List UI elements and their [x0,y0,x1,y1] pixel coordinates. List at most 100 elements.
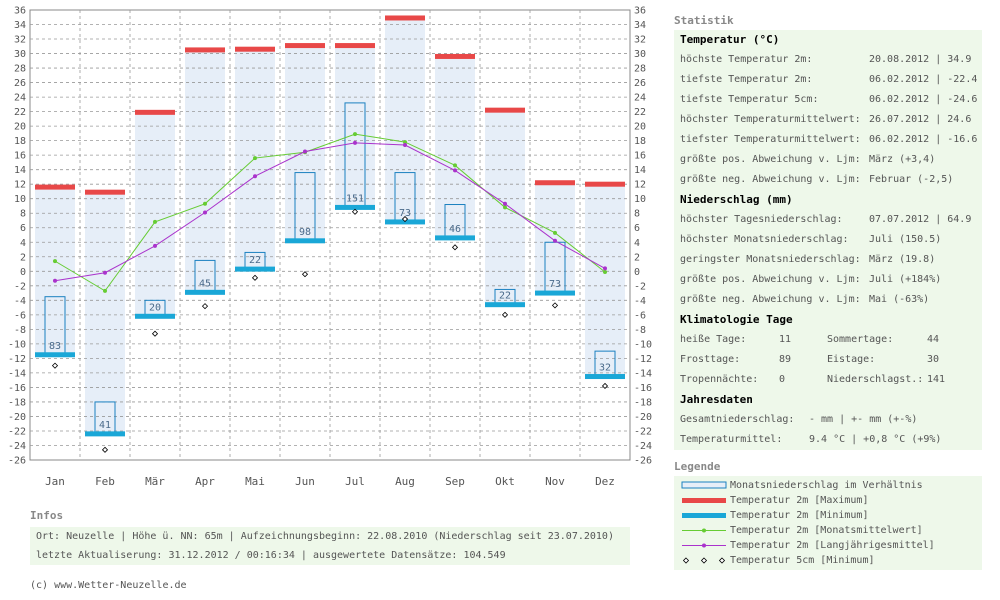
stat-row: höchster Tagesniederschlag: 07.07.2012 | … [674,210,982,230]
y-tick-label-left: -6 [14,310,26,321]
climatology-label: Tropennächte: [680,374,759,385]
x-tick-label: Mär [145,475,165,488]
ground-min-marker [51,362,59,369]
annual-data-rows: Gesamtniederschlag: - mm | +- mm (+-%) Tem… [674,410,982,450]
stat-label: höchster Temperaturmittelwert: [680,114,861,125]
y-tick-label-right: 22 [634,107,646,118]
legend-item: Monatsniederschlag im Verhältnis [674,478,982,493]
climatology-row: Frosttage: 89 Eistage: 30 [674,350,982,370]
long-term-mean-point [53,278,57,283]
y-tick-label-left: 26 [14,78,26,89]
y-tick-label-left: -18 [8,397,26,408]
stat-label: größte pos. Abweichung v. Ljm: [680,274,861,285]
climatology-rows: heiße Tage: 11 Sommertage: 44 Frosttage: 89 Ei… [674,330,982,390]
ground-min-marker [401,215,409,223]
legend-label: Temperatur 5cm [Minimum] [730,555,875,566]
temperature-range-column [285,45,325,241]
precipitation-value-label: 83 [49,341,61,352]
stat-label: tiefste Temperatur 5cm: [680,94,819,105]
precipitation-rows: höchster Tagesniederschlag: 07.07.2012 | … [674,210,982,310]
precipitation-value-label: 98 [299,227,311,238]
y-tick-label-left: 2 [20,252,26,263]
y-tick-label-right: 4 [634,238,640,249]
climatology-row: Tropennächte: 0 Niederschlagst.: 141 [674,370,982,390]
legend-body: Monatsniederschlag im Verhältnis Temperat… [674,476,982,570]
max-temperature-bar [185,47,225,53]
y-tick-label-left: -10 [8,339,26,350]
temperature-rows: höchste Temperatur 2m: 20.08.2012 | 34.9 t… [674,50,982,190]
max-temperature-bar [285,43,325,49]
min-temperature-bar [185,289,225,295]
min-temperature-bar [335,204,375,210]
stat-value: 06.02.2012 | -22.4 [869,74,978,85]
stat-label: tiefste Temperatur 2m: [680,74,813,85]
y-tick-label-left: 18 [14,136,26,147]
y-tick-label-left: 6 [20,223,26,234]
long-term-mean-point [153,243,157,248]
y-tick-label-left: 20 [14,122,26,133]
precipitation-value-label: 22 [499,291,511,302]
legend-label: Temperatur 2m [Monatsmittelwert] [730,525,923,536]
y-tick-label-right: 2 [634,252,640,263]
monthly-mean-line [54,133,606,292]
monthly-mean-point [503,205,507,210]
max-temperature-bar [35,184,75,190]
ground-min-marker [101,446,109,453]
y-tick-label-right: 14 [634,165,646,176]
infos-panel: Infos Ort: Neuzelle | Höhe ü. NN: 65m | … [30,509,630,565]
annual-row: Gesamtniederschlag: - mm | +- mm (+-%) [674,410,982,430]
monthly-mean-point [153,219,157,224]
y-tick-label-right: 30 [634,49,646,60]
ground-min-marker [551,302,559,309]
climatology-value: 141 [927,374,946,385]
precip-box-icon [680,478,728,493]
stat-value: März (19.8) [869,254,936,265]
y-tick-label-right: 32 [634,35,646,46]
infos-title: Infos [30,509,64,522]
min-temperature-bar [485,302,525,308]
y-tick-label-right: -20 [634,412,652,423]
x-tick-label: Jul [345,475,365,488]
monthly-mean-point [103,288,107,293]
legend-item: Temperatur 5cm [Minimum] [674,553,982,568]
infos-body: Ort: Neuzelle | Höhe ü. NN: 65m | Aufzei… [30,527,630,565]
stat-label: höchster Tagesniederschlag: [680,214,843,225]
y-tick-label-left: 10 [14,194,26,205]
y-tick-label-right: 8 [634,209,640,220]
y-tick-label-left: 16 [14,151,26,162]
annual-label: Temperaturmittel: [680,434,783,445]
climatology-label: Niederschlagst.: [827,374,924,385]
y-tick-label-right: 12 [634,180,646,191]
legend-label: Temperatur 2m [Minimum] [730,510,869,521]
climatology-label: Sommertage: [827,334,894,345]
legend-item: Temperatur 2m [Monatsmittelwert] [674,523,982,538]
max-temperature-bar [485,107,525,113]
stat-row: höchste Temperatur 2m: 20.08.2012 | 34.9 [674,50,982,70]
long-term-mean-point [403,143,407,147]
precipitation-value-label: 32 [599,363,611,374]
min-temperature-bar [85,431,125,437]
precipitation-value-label: 73 [549,279,561,290]
stat-row: größte neg. Abweichung v. Ljm: Mai (-63%) [674,290,982,310]
temperature-range-column [435,56,475,238]
y-tick-label-left: 28 [14,64,26,75]
annual-value: 9.4 °C | +0,8 °C (+9%) [809,434,942,445]
x-tick-label: Apr [195,475,215,488]
y-tick-label-left: -2 [14,281,26,292]
ground-min-marker [601,382,609,390]
long-term-mean-point [453,168,457,173]
green-line-icon [680,523,728,538]
legend-label: Temperatur 2m [Maximum] [730,495,869,506]
y-tick-label-left: 36 [14,6,26,17]
y-tick-label-right: -2 [634,281,646,292]
monthly-mean-point [253,156,257,161]
climatology-label: Frosttage: [680,354,741,365]
y-tick-label-left: -8 [14,325,26,336]
red-bar-icon [680,493,728,508]
stat-row: höchster Temperaturmittelwert: 26.07.2012… [674,110,982,130]
legend-label: Monatsniederschlag im Verhältnis [730,480,923,491]
y-tick-label-right: 36 [634,6,646,17]
ground-min-marker [351,208,359,215]
max-temperature-bar [135,109,175,115]
y-tick-label-right: -14 [634,368,652,379]
